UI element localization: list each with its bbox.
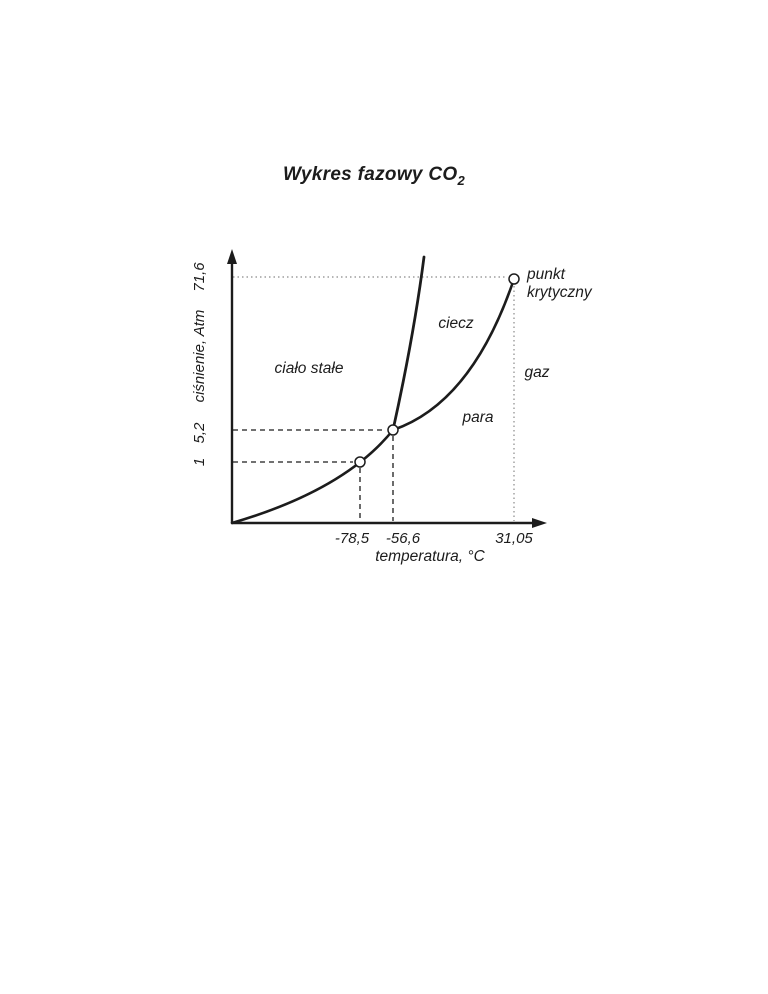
sublimation-point-marker: [354, 456, 366, 468]
region-label-solid: ciało stałe: [275, 360, 344, 377]
y-axis-arrow-icon: [227, 249, 237, 264]
x-tick-minus-56-6: -56,6: [386, 530, 421, 547]
y-tick-1: 1: [191, 458, 208, 466]
chart-title: Wykres fazowy CO2: [0, 164, 748, 188]
y-axis-label: ciśnienie, Atm: [191, 310, 208, 403]
vaporization-curve: [391, 277, 516, 432]
region-label-liquid: ciecz: [438, 315, 474, 332]
melting-curve: [391, 255, 426, 432]
chart-title-subscript: 2: [457, 172, 465, 188]
region-label-vapor: para: [461, 409, 493, 426]
critical-point-marker: [508, 273, 520, 285]
x-axis-arrow-icon: [532, 518, 547, 528]
x-tick-minus-78-5: -78,5: [335, 530, 370, 547]
chart-title-text: Wykres fazowy CO: [283, 164, 458, 185]
sublimation-curve: [230, 428, 395, 525]
x-tick-31-05: 31,05: [495, 530, 533, 547]
critical-point-label-line2: krytyczny: [527, 284, 593, 301]
y-tick-71-6: 71,6: [191, 262, 208, 292]
critical-point-label-line1: punkt: [526, 266, 566, 283]
region-label-gas: gaz: [525, 364, 550, 381]
triple-point-marker: [387, 424, 399, 436]
y-tick-5-2: 5,2: [191, 422, 208, 444]
x-axis-label: temperatura, °C: [375, 548, 485, 565]
